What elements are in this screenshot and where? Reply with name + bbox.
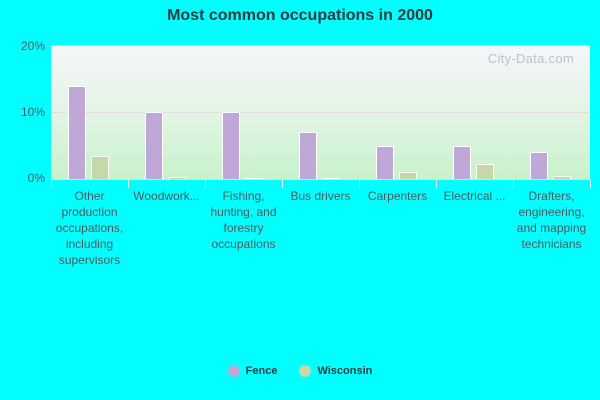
x-tick [282,179,283,188]
bar-fence[interactable] [453,145,471,179]
gridline-20 [51,45,590,46]
bar-fence[interactable] [299,132,317,179]
bar-wisconsin[interactable] [245,177,263,179]
x-tick [436,179,437,188]
x-label: Other production occupations, including … [55,189,124,267]
x-tick [128,179,129,188]
x-tick [590,179,591,188]
bar-wisconsin[interactable] [91,155,109,179]
bar-fence[interactable] [376,145,394,179]
y-tick-0: 0% [27,171,45,185]
x-axis [51,179,590,180]
x-label: Drafters, engineering, and mapping techn… [516,189,587,251]
legend-item-wisconsin[interactable]: Wisconsin [299,365,372,377]
gridline-10 [51,112,590,113]
x-tick [205,179,206,188]
x-label: Fishing, hunting, and forestry occupatio… [210,189,277,251]
wisconsin-swatch-icon [299,365,312,377]
x-tick [51,179,52,188]
fence-swatch-icon [227,365,240,377]
y-tick-10: 10% [20,105,45,119]
bar-wisconsin[interactable] [476,163,494,179]
legend-item-fence[interactable]: Fence [227,365,278,377]
bar-fence[interactable] [68,85,86,179]
bar-wisconsin[interactable] [553,175,571,179]
x-label: Woodwork... [133,189,200,203]
bar-fence[interactable] [222,112,240,179]
bar-fence[interactable] [145,112,163,179]
x-label: Bus drivers [290,189,351,203]
watermark: City-Data.com [487,51,574,66]
legend: Fence Wisconsin [0,365,600,377]
bar-fence[interactable] [530,152,548,179]
x-label: Carpenters [367,189,428,203]
bar-wisconsin[interactable] [399,171,417,179]
legend-label-wisconsin: Wisconsin [317,365,373,377]
y-tick-20: 20% [20,39,45,53]
x-tick [359,179,360,188]
chart-title: Most common occupations in 2000 [167,7,433,24]
bar-wisconsin[interactable] [322,177,340,179]
bar-wisconsin[interactable] [168,177,186,179]
x-tick [513,179,514,188]
x-label: Electrical ... [443,189,506,203]
plot-area: City-Data.com [51,45,590,179]
legend-label-fence: Fence [245,365,278,377]
